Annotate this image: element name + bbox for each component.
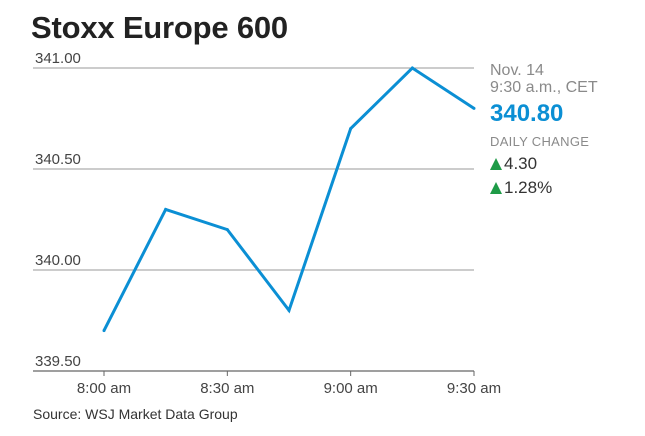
info-panel: Nov. 14 9:30 a.m., CET 340.80 DAILY CHAN… bbox=[490, 62, 640, 197]
y-tick-label: 341.00 bbox=[35, 50, 81, 67]
axes bbox=[33, 370, 475, 376]
y-tick-labels: 339.50 340.00 340.50 341.00 bbox=[35, 50, 81, 370]
x-tick-label: 9:00 am bbox=[324, 380, 378, 397]
data-point bbox=[472, 106, 476, 110]
up-arrow-icon bbox=[490, 182, 502, 194]
data-point bbox=[164, 207, 168, 211]
x-tick-label: 9:30 am bbox=[447, 380, 501, 397]
data-point bbox=[102, 329, 106, 333]
info-date: Nov. 14 bbox=[490, 62, 544, 79]
info-value: 340.80 bbox=[490, 100, 564, 127]
data-point bbox=[287, 308, 291, 312]
change-percent-value: 1.28% bbox=[504, 178, 553, 197]
change-percent: 1.28% bbox=[490, 178, 640, 197]
y-tick-label: 339.50 bbox=[35, 353, 81, 370]
chart-title: Stoxx Europe 600 bbox=[31, 10, 288, 45]
data-point bbox=[410, 66, 414, 70]
series bbox=[102, 66, 476, 333]
x-tick-label: 8:30 am bbox=[200, 380, 254, 397]
y-tick-label: 340.00 bbox=[35, 252, 81, 269]
data-point bbox=[349, 127, 353, 131]
daily-change-label: DAILY CHANGE bbox=[490, 134, 590, 149]
info-time: 9:30 a.m., CET bbox=[490, 79, 598, 96]
source-note: Source: WSJ Market Data Group bbox=[33, 406, 238, 422]
x-tick-labels: 8:00 am 8:30 am 9:00 am 9:30 am bbox=[77, 380, 501, 397]
y-tick-label: 340.50 bbox=[35, 151, 81, 168]
change-absolute: 4.30 bbox=[490, 154, 640, 173]
up-arrow-icon bbox=[490, 158, 502, 170]
gridlines bbox=[33, 67, 474, 271]
change-absolute-value: 4.30 bbox=[504, 154, 538, 173]
data-point bbox=[225, 228, 229, 232]
series-line bbox=[102, 66, 475, 332]
x-tick-label: 8:00 am bbox=[77, 380, 131, 397]
